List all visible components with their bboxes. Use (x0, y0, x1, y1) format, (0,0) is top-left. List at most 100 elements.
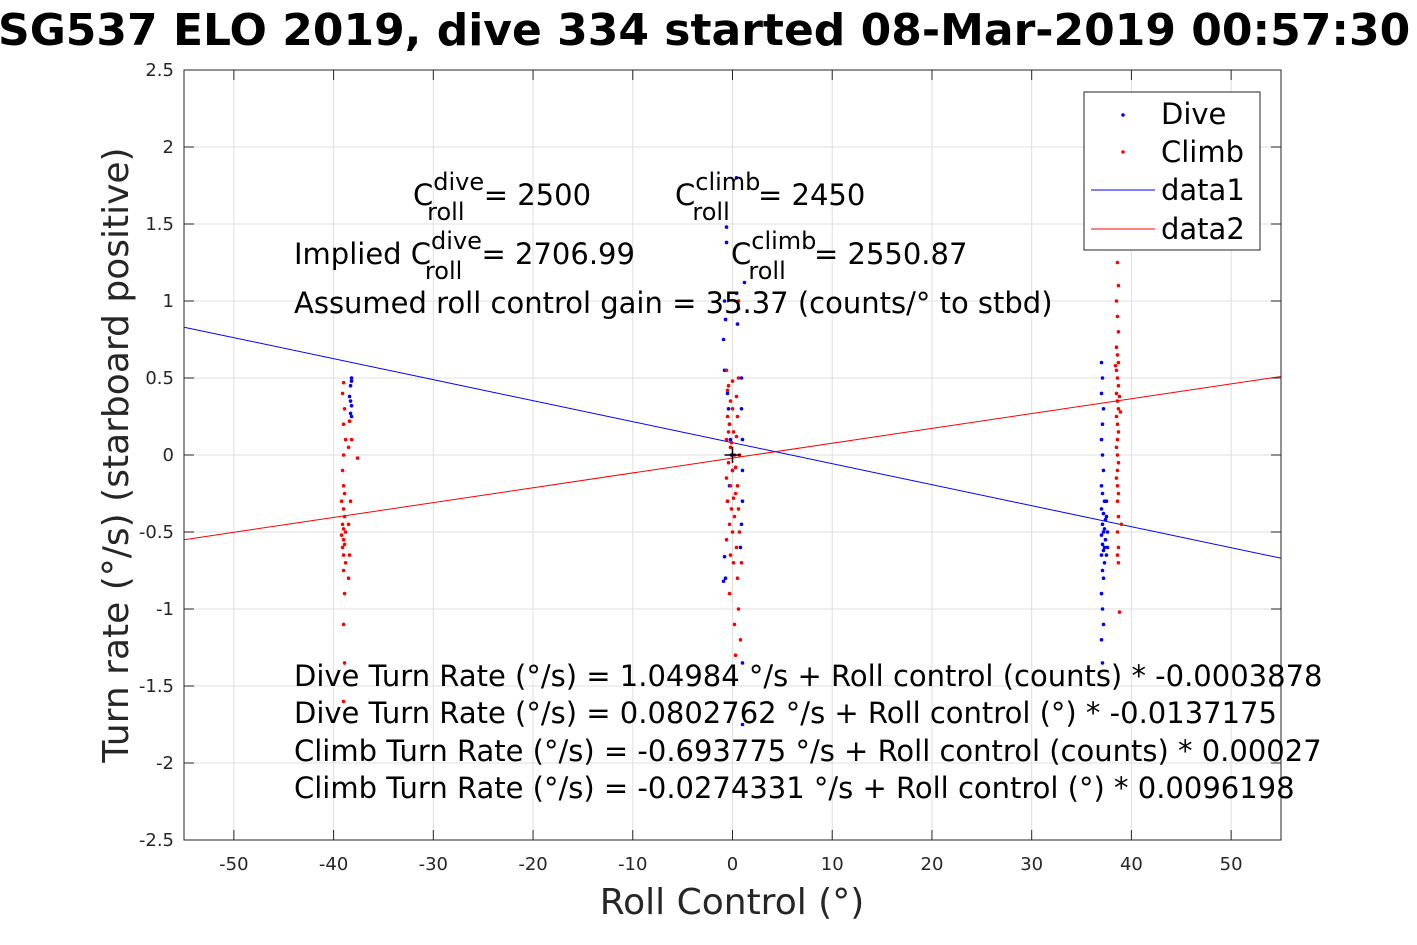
x-tick-label: -30 (419, 854, 448, 875)
climb-point (341, 568, 346, 573)
x-tick-label: -10 (618, 854, 647, 875)
x-tick-label: -40 (319, 854, 348, 875)
climb-point (1114, 476, 1119, 480)
climb-point (1114, 345, 1119, 350)
climb-point (1115, 314, 1120, 319)
legend-label-climb: Climb (1161, 135, 1244, 169)
dive-point (722, 554, 727, 559)
climb-point (736, 376, 741, 380)
annotation-eq-dive-counts: Dive Turn Rate (°/s) = 1.04984 °/s + Rol… (294, 659, 1322, 693)
dive-point (736, 306, 741, 311)
dive-point (735, 322, 740, 326)
dive-point (1101, 530, 1106, 534)
climb-point (725, 499, 730, 504)
climb-point (729, 440, 734, 445)
ticks (184, 69, 1281, 841)
dive-point (740, 661, 745, 665)
dive-point (723, 317, 728, 322)
climb-point (732, 622, 737, 627)
climb-point (1115, 484, 1120, 488)
dive-point (1100, 376, 1105, 380)
climb-point (340, 468, 345, 473)
climb-point (342, 591, 347, 596)
climb-point (736, 507, 741, 511)
dive-point (721, 579, 726, 584)
climb-point (733, 653, 738, 657)
climb-point (346, 522, 351, 527)
tick-labels: -50 -40 -30 -20 -10 0 10 20 30 40 50-2.5-2-1.5-1-0… (139, 60, 1243, 875)
annotation-c-roll-climb: Cclimb roll = 2450 (675, 168, 865, 226)
climb-point (1114, 414, 1119, 419)
dive-point (1105, 530, 1110, 534)
climb-point (1116, 491, 1121, 496)
dive-point (740, 722, 745, 727)
climb-point (341, 453, 346, 457)
climb-point (1116, 545, 1121, 550)
dive-point (1101, 622, 1106, 627)
dive-point (728, 437, 733, 442)
x-tick-label: 30 (1020, 854, 1043, 875)
climb-point (727, 591, 732, 596)
x-tick-label: 0 (727, 854, 738, 875)
dive-point (1101, 576, 1106, 580)
dive-point (1099, 553, 1104, 557)
climb-point (736, 299, 741, 303)
x-tick-label: 20 (921, 854, 944, 875)
x-tick-label: 40 (1120, 854, 1143, 875)
dive-point (1100, 422, 1105, 427)
climb-point (726, 383, 731, 388)
dive-point (1104, 553, 1109, 557)
climb-point (733, 465, 738, 470)
y-tick-label: 0.5 (145, 368, 174, 389)
climb-point (734, 394, 739, 399)
y-tick-label: -1 (156, 599, 174, 620)
dive-point (1100, 607, 1105, 611)
climb-point (339, 533, 344, 537)
dive-point (349, 376, 354, 380)
climb-point (340, 522, 345, 527)
dive-point (1100, 661, 1105, 665)
data-layer (184, 176, 1281, 727)
dive-point (742, 280, 747, 285)
climb-point (737, 530, 742, 534)
chart-title: SG537 ELO 2019, dive 334 started 08-Mar-… (0, 5, 1410, 56)
climb-point (341, 484, 346, 488)
climb-point (355, 456, 360, 460)
climb-point (1115, 553, 1120, 557)
annotation-eq-dive-deg: Dive Turn Rate (°/s) = 0.0802762 °/s + R… (294, 696, 1277, 730)
dive-point (725, 391, 730, 396)
y-tick-label: 2.5 (145, 60, 174, 81)
x-tick-label: -50 (219, 854, 248, 875)
climb-point (735, 576, 740, 580)
dive-point (1101, 407, 1106, 411)
climb-point (733, 491, 738, 496)
dive-point (1099, 533, 1104, 537)
dive-point (722, 299, 727, 303)
climb-point (1116, 561, 1121, 565)
dive-point (734, 176, 739, 180)
climb-point (341, 380, 346, 385)
y-tick-label: 1.5 (145, 214, 174, 235)
climb-point (1114, 299, 1119, 303)
climb-point (349, 437, 354, 442)
climb-point (1115, 399, 1120, 403)
climb-point (727, 422, 732, 427)
climb-point (1115, 530, 1120, 534)
dive-point (1099, 437, 1104, 442)
dive-point (349, 403, 354, 408)
climb-point (731, 496, 736, 500)
climb-point (726, 460, 731, 465)
climb-point (725, 414, 730, 419)
climb-point (342, 407, 347, 411)
dive-point (739, 376, 744, 380)
dive-point (739, 407, 744, 411)
climb-point (346, 576, 351, 580)
climb-point (1116, 430, 1121, 434)
climb-point (1119, 522, 1124, 527)
legend-label-dive: Dive (1161, 97, 1226, 131)
dive-point (1099, 638, 1104, 642)
climb-point (1115, 437, 1120, 442)
climb-point (1115, 260, 1120, 265)
climb-point (730, 468, 735, 473)
dive-point (1100, 568, 1105, 573)
